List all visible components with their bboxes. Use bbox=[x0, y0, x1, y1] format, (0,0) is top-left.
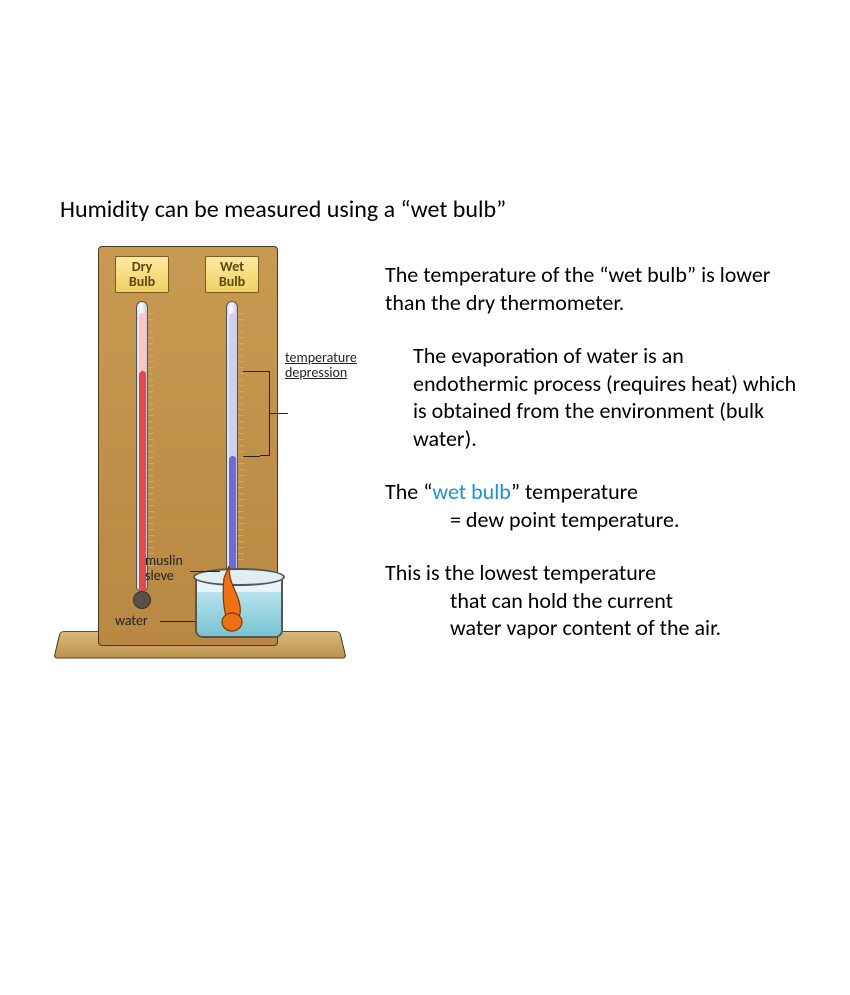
dry-ticks bbox=[148, 313, 154, 578]
temp-depr-l2: depression bbox=[285, 364, 347, 381]
dry-bulb-plate: Dry Bulb bbox=[115, 256, 169, 293]
paragraph-2: The evaporation of water is an endotherm… bbox=[385, 342, 800, 452]
dry-plate-line2: Bulb bbox=[129, 273, 155, 290]
paragraph-1: The temperature of the “wet bulb” is low… bbox=[385, 261, 800, 316]
p3-highlight: wet bulb bbox=[432, 478, 510, 505]
temp-depression-label: temperature depression bbox=[285, 351, 357, 380]
muslin-sleeve-icon bbox=[200, 566, 260, 636]
depression-leader-line bbox=[270, 413, 288, 414]
bracket-bot-line bbox=[243, 456, 260, 457]
wet-bulb-plate: Wet Bulb bbox=[205, 256, 259, 293]
wet-fill-upper bbox=[229, 313, 236, 456]
explanation-column: The temperature of the “wet bulb” is low… bbox=[385, 246, 800, 681]
dry-bulb-icon bbox=[133, 591, 151, 609]
p3-post: ” temperature bbox=[511, 478, 638, 505]
p3-pre: The “ bbox=[385, 478, 432, 505]
wet-thermometer bbox=[223, 301, 241, 581]
wet-fill-lower bbox=[229, 456, 236, 576]
wet-plate-line2: Bulb bbox=[219, 273, 245, 290]
paragraph-3: The “wet bulb” temperature = dew point t… bbox=[385, 478, 800, 533]
muslin-label: muslin sleve bbox=[145, 554, 183, 583]
water-label: water bbox=[115, 614, 148, 629]
bracket-top-line bbox=[243, 371, 260, 372]
p4-line2: that can hold the current bbox=[385, 587, 800, 615]
paragraph-4: This is the lowest temperature that can … bbox=[385, 559, 800, 642]
muslin-l2: sleve bbox=[145, 567, 174, 584]
dry-fill-upper bbox=[139, 313, 146, 371]
p4-line1: This is the lowest temperature bbox=[385, 559, 656, 586]
water-leader-line bbox=[160, 621, 195, 622]
page-title: Humidity can be measured using a “wet bu… bbox=[60, 195, 800, 224]
wet-ticks bbox=[238, 313, 244, 563]
p4-line3: water vapor content of the air. bbox=[385, 614, 800, 642]
diagram-container: Dry Bulb Wet Bulb bbox=[60, 246, 360, 681]
depression-bracket-icon bbox=[260, 371, 270, 456]
muslin-leader-line bbox=[190, 571, 220, 572]
p3-line2: = dew point temperature. bbox=[385, 506, 800, 534]
